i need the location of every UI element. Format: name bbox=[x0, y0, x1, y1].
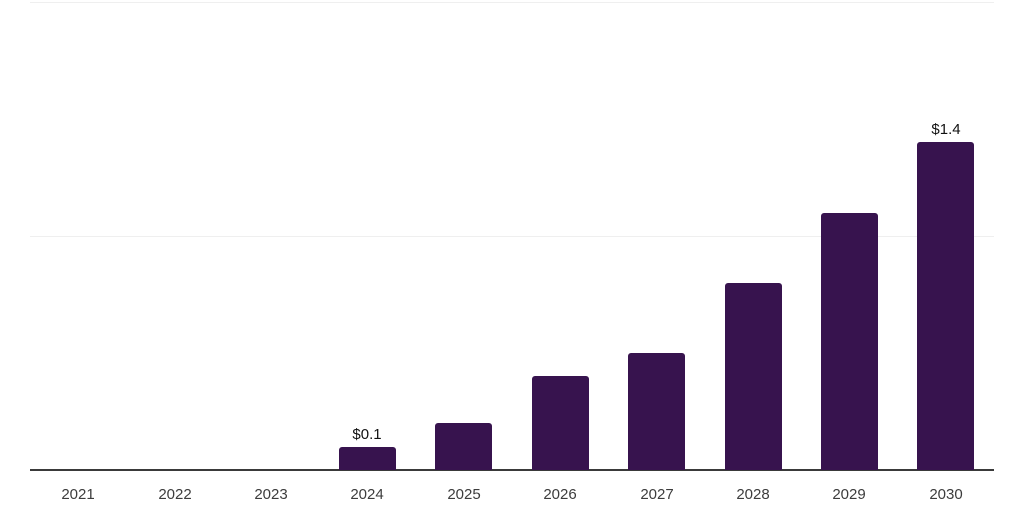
bar-2029 bbox=[821, 213, 878, 470]
x-tick-label-2024: 2024 bbox=[350, 486, 384, 503]
x-tick-label-2027: 2027 bbox=[640, 486, 674, 503]
x-tick-label-2023: 2023 bbox=[254, 486, 288, 503]
x-tick-label-2029: 2029 bbox=[832, 486, 866, 503]
bar-2028 bbox=[725, 283, 782, 470]
bar-2030 bbox=[917, 142, 974, 470]
x-axis-line bbox=[30, 469, 994, 471]
bar-2025 bbox=[435, 423, 492, 470]
bar-2027 bbox=[628, 353, 685, 470]
x-tick-label-2026: 2026 bbox=[543, 486, 577, 503]
bar-value-label-2030: $1.4 bbox=[931, 121, 961, 138]
gridline-y2 bbox=[30, 2, 994, 3]
x-tick-label-2025: 2025 bbox=[447, 486, 481, 503]
x-tick-label-2028: 2028 bbox=[736, 486, 770, 503]
bar-2024 bbox=[339, 447, 396, 470]
x-tick-label-2021: 2021 bbox=[61, 486, 95, 503]
x-tick-label-2022: 2022 bbox=[158, 486, 192, 503]
bar-value-label-2024: $0.1 bbox=[352, 426, 382, 443]
bar-2026 bbox=[532, 376, 589, 470]
gridline-y1 bbox=[30, 236, 994, 237]
x-tick-label-2030: 2030 bbox=[929, 486, 963, 503]
